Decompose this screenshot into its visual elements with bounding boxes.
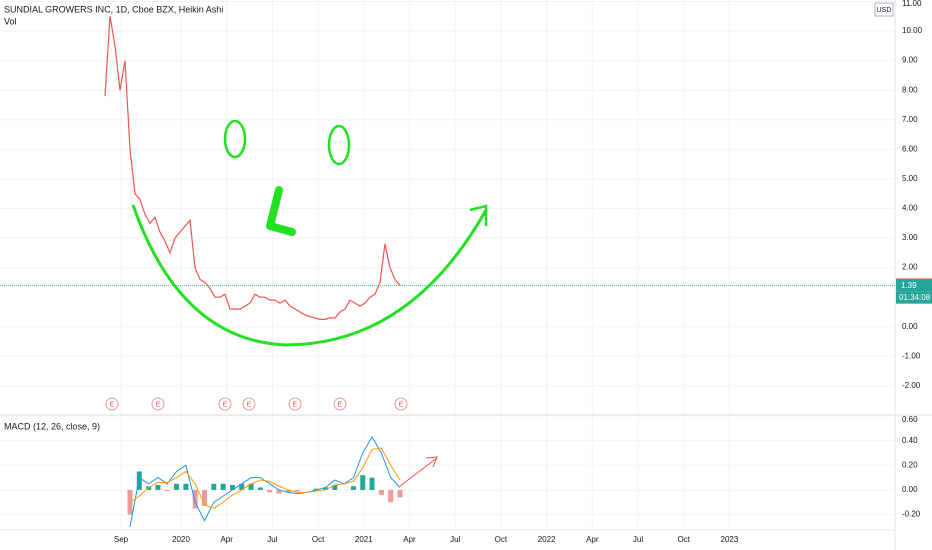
- arrow-head: [469, 204, 488, 226]
- earnings-marker: [218, 397, 232, 411]
- earnings-label: E: [247, 401, 252, 408]
- x-tick-label: 2021: [355, 535, 373, 544]
- earnings-marker: [151, 397, 165, 411]
- earnings-marker: [242, 397, 256, 411]
- histogram-bar: [211, 483, 217, 490]
- eye: [223, 119, 247, 159]
- y-tick-label: 4.00: [902, 204, 918, 213]
- x-tick-label: Jul: [267, 535, 277, 544]
- x-tick-label: Jul: [633, 535, 643, 544]
- x-tick-label: Oct: [677, 535, 690, 544]
- earnings-label: E: [399, 401, 404, 408]
- histogram-bar: [201, 489, 207, 506]
- price-label-box: [896, 279, 932, 292]
- macd-arrow: [399, 456, 438, 487]
- earnings-marker: [105, 397, 119, 411]
- histogram-bar: [136, 471, 142, 490]
- y-tick-label: -2.00: [902, 381, 921, 390]
- subtitle: Vol: [4, 16, 17, 26]
- y-tick-label: 8.00: [902, 85, 918, 94]
- y-tick-label: 11.00: [902, 0, 922, 8]
- y-tick-label: -0.20: [902, 510, 921, 519]
- y-tick-label: 0.40: [902, 436, 918, 445]
- histogram-bar: [239, 483, 245, 490]
- smile: [131, 204, 488, 347]
- macd-line: [129, 447, 401, 509]
- y-tick-label: 7.00: [902, 115, 918, 124]
- histogram-bar: [183, 483, 189, 490]
- y-tick-label: 9.00: [902, 56, 918, 65]
- y-tick-label: 0.00: [902, 322, 918, 331]
- histogram-bar: [397, 489, 403, 498]
- histogram-bar: [257, 487, 263, 490]
- histogram-bar: [164, 489, 170, 492]
- earnings-marker: [394, 397, 408, 411]
- histogram-bar: [285, 489, 291, 493]
- earnings-label: E: [156, 401, 161, 408]
- histogram-bar: [378, 489, 384, 495]
- nose: [266, 186, 296, 236]
- histogram-bar: [248, 483, 254, 490]
- histogram-bar: [155, 485, 161, 490]
- earnings-label: E: [223, 401, 228, 408]
- price-label: 1.39: [901, 281, 917, 290]
- x-tick-label: Apr: [403, 535, 416, 544]
- earnings-label: E: [293, 401, 298, 408]
- earnings-label: E: [338, 401, 343, 408]
- histogram-bar: [388, 489, 394, 503]
- x-tick-label: Apr: [586, 535, 599, 544]
- y-tick-label: 3.00: [902, 233, 918, 242]
- x-tick-label: 2020: [172, 535, 190, 544]
- x-tick-label: Oct: [495, 535, 508, 544]
- x-tick-label: Apr: [220, 535, 233, 544]
- y-tick-label: 0.00: [902, 485, 918, 494]
- x-tick-label: Oct: [312, 535, 325, 544]
- countdown-box: [896, 291, 932, 304]
- y-tick-label: 6.00: [902, 144, 918, 153]
- x-tick-label: Sep: [114, 535, 129, 544]
- y-tick-label: 0.20: [902, 460, 918, 469]
- chart-title: SUNDIAL GROWERS INC, 1D, Cboe BZX, Heiki…: [4, 4, 223, 14]
- histogram-bar: [267, 489, 273, 493]
- currency-box: [874, 2, 894, 17]
- x-tick-label: 2022: [538, 535, 556, 544]
- x-tick-label: Jul: [450, 535, 460, 544]
- y-tick-label: 5.00: [902, 174, 918, 183]
- grid: [0, 0, 895, 530]
- histogram-bar: [220, 483, 226, 490]
- histogram-bar: [174, 483, 180, 490]
- earnings-marker: [288, 397, 302, 411]
- currency: USD: [877, 7, 892, 14]
- y-tick-label: -1.00: [902, 351, 921, 360]
- histogram-bar: [276, 489, 282, 494]
- x-tick-label: 2023: [721, 535, 739, 544]
- earnings-label: E: [110, 401, 115, 408]
- histogram-bar: [313, 488, 319, 490]
- histogram-bar: [295, 489, 301, 492]
- y-tick-label: 2.00: [902, 263, 918, 272]
- histogram-bar: [350, 486, 356, 490]
- histogram-bar: [369, 477, 375, 490]
- y-tick-label: 10.00: [902, 26, 923, 35]
- price-line: [104, 16, 401, 320]
- histogram-bar: [192, 489, 198, 509]
- histogram-bar: [332, 485, 338, 490]
- histogram-bar: [360, 475, 366, 490]
- macd-title: MACD (12, 26, close, 9): [4, 421, 100, 431]
- eye: [327, 124, 351, 166]
- y-tick-label: 0.60: [902, 415, 918, 424]
- drawing: [131, 119, 488, 487]
- histogram-bar: [229, 485, 235, 490]
- earnings-marker: [333, 397, 347, 411]
- histogram-bar: [323, 487, 329, 490]
- countdown: 01:34:08: [899, 293, 931, 302]
